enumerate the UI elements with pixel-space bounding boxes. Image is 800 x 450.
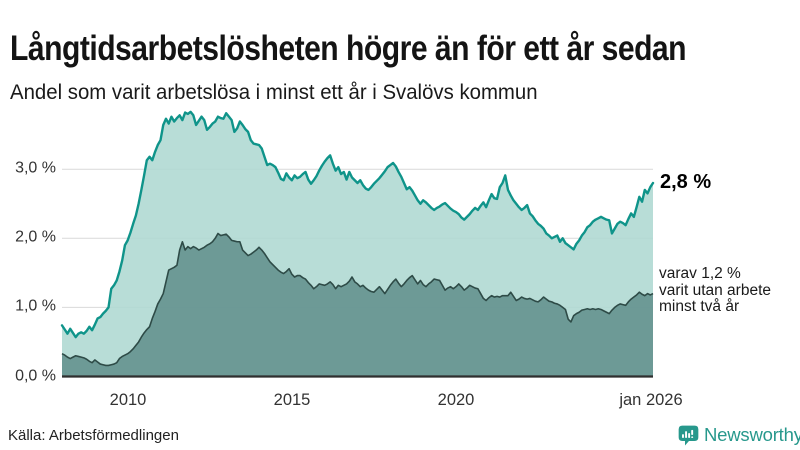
x-axis-tick-label: 2020 bbox=[437, 391, 475, 409]
y-axis-tick-label: 2,0 % bbox=[15, 228, 56, 246]
source-credit: Källa: Arbetsförmedlingen bbox=[8, 427, 179, 444]
x-axis-tick-label: 2010 bbox=[109, 391, 147, 409]
x-axis-tick-label: jan 2026 bbox=[619, 391, 683, 409]
x-axis-tick-label: 2015 bbox=[273, 391, 311, 409]
newsworthy-wordmark: Newsworthy bbox=[704, 424, 800, 445]
two-year-annotation-line: varav 1,2 % bbox=[659, 265, 741, 282]
two-year-annotation-line: minst två år bbox=[659, 298, 740, 315]
two-year-annotation: varav 1,2 % varit utan arbete minst två … bbox=[659, 265, 772, 316]
chart-subtitle: Andel som varit arbetslösa i minst ett å… bbox=[10, 81, 538, 104]
y-axis-tick-label: 3,0 % bbox=[15, 159, 56, 177]
latest-value-label: 2,8 % bbox=[660, 171, 712, 193]
y-axis-tick-label: 1,0 % bbox=[15, 298, 56, 316]
two-year-annotation-line: varit utan arbete bbox=[659, 281, 772, 299]
newsworthy-chart-bubble-icon bbox=[678, 425, 699, 445]
newsworthy-branding: Newsworthy bbox=[678, 424, 800, 446]
y-axis-tick-label: 0,0 % bbox=[15, 367, 56, 385]
page-title: Långtidsarbetslösheten högre än för ett … bbox=[10, 29, 687, 69]
